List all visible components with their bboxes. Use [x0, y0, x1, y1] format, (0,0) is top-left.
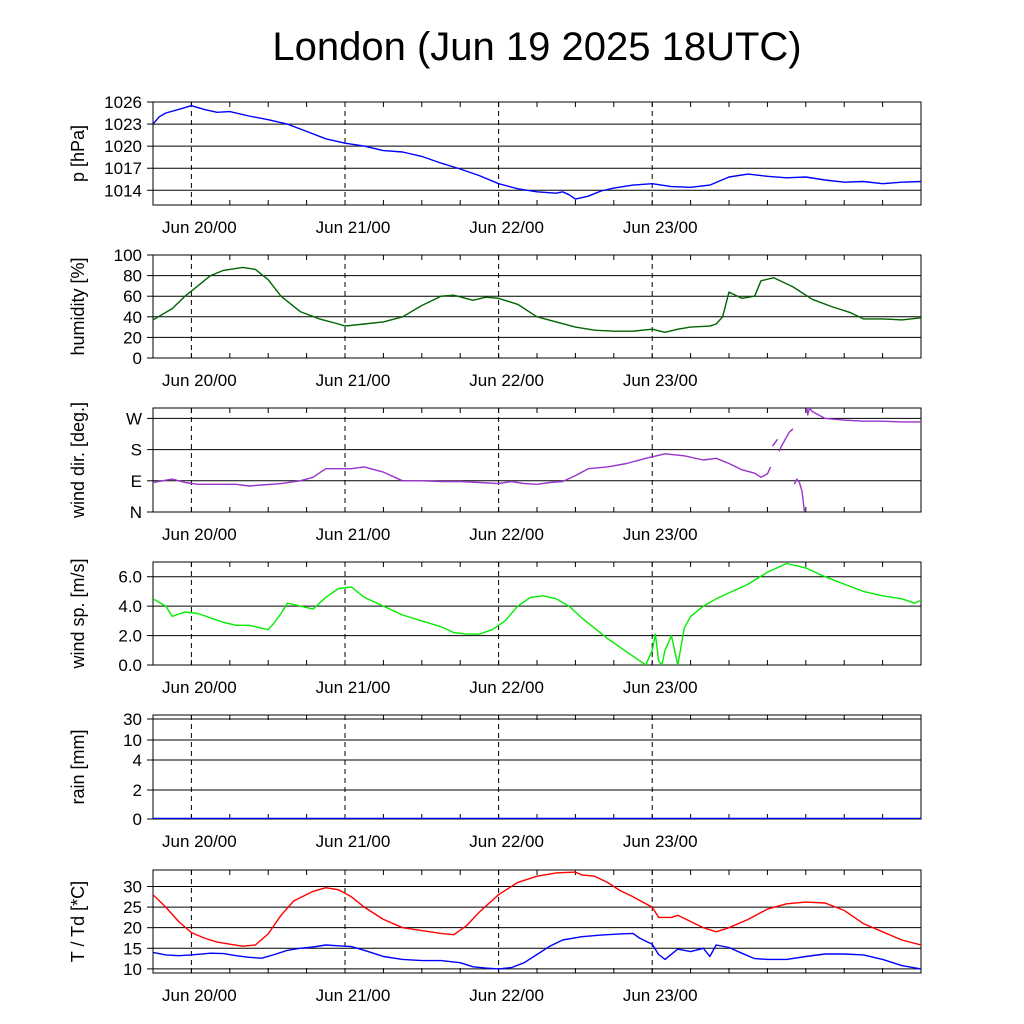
y-axis-label: wind dir. [deg.] [68, 402, 88, 519]
y-tick-label: 100 [114, 246, 142, 265]
series-line-0 [153, 453, 772, 487]
y-tick-label: 1017 [104, 159, 142, 178]
y-tick-label: W [126, 409, 142, 428]
y-tick-label: 4 [133, 751, 142, 770]
series-line-0 [771, 438, 779, 447]
y-tick-label: E [131, 472, 142, 491]
y-tick-label: 10 [123, 731, 142, 750]
x-date-label: Jun 21/00 [316, 525, 391, 544]
panel-3: 0.0 2.0 4.0 6.0 wind sp. [m/s] Jun 20/00 Jun 2… [68, 558, 922, 697]
y-tick-label: 0 [133, 349, 142, 368]
x-date-label: Jun 20/00 [162, 832, 237, 851]
y-axis-label: humidity [%] [68, 257, 88, 355]
y-axis-label: rain [mm] [68, 729, 88, 804]
y-tick-label: 60 [123, 287, 142, 306]
panel-frame [152, 869, 922, 974]
panel-0: 1014 1017 1020 1023 1026 p [hPa] Jun 20/00 Jun … [68, 93, 922, 237]
x-date-label: Jun 20/00 [162, 525, 237, 544]
series-line-0 [153, 871, 921, 947]
x-date-label: Jun 23/00 [623, 218, 698, 237]
x-date-label: Jun 21/00 [316, 678, 391, 697]
y-tick-label: 0 [133, 810, 142, 829]
x-date-label: Jun 21/00 [316, 986, 391, 1005]
y-tick-label: 10 [123, 960, 142, 979]
x-date-label: Jun 20/00 [162, 218, 237, 237]
x-date-label: Jun 22/00 [469, 525, 544, 544]
y-tick-label: 40 [123, 308, 142, 327]
x-date-label: Jun 23/00 [623, 371, 698, 390]
chart-title: London (Jun 19 2025 18UTC) [272, 25, 801, 69]
y-axis-label: wind sp. [m/s] [68, 558, 88, 669]
series-line-0 [153, 562, 921, 665]
y-tick-label: N [130, 503, 142, 522]
x-date-label: Jun 21/00 [316, 832, 391, 851]
y-tick-label: 4.0 [118, 597, 142, 616]
series-line-0 [806, 408, 921, 423]
panel-frame [152, 561, 922, 666]
y-tick-label: 2 [133, 781, 142, 800]
series-line-0 [153, 105, 921, 200]
x-date-label: Jun 20/00 [162, 986, 237, 1005]
y-axis-label: T / Td [*C] [68, 881, 88, 962]
y-tick-label: 80 [123, 267, 142, 286]
y-tick-label: 1023 [104, 115, 142, 134]
x-date-label: Jun 23/00 [623, 678, 698, 697]
y-tick-label: S [131, 441, 142, 460]
y-tick-label: 2.0 [118, 627, 142, 646]
panel-frame [152, 254, 922, 359]
x-date-label: Jun 22/00 [469, 678, 544, 697]
y-tick-label: 6.0 [118, 568, 142, 587]
x-date-label: Jun 20/00 [162, 678, 237, 697]
y-tick-label: 1026 [104, 93, 142, 112]
y-tick-label: 1014 [104, 181, 142, 200]
y-tick-label: 15 [123, 939, 142, 958]
y-tick-label: 20 [123, 328, 142, 347]
x-date-label: Jun 22/00 [469, 986, 544, 1005]
y-tick-label: 1020 [104, 137, 142, 156]
panel-frame [152, 407, 922, 513]
y-tick-label: 25 [123, 898, 142, 917]
y-tick-label: 20 [123, 919, 142, 938]
series-line-0 [153, 266, 921, 333]
series-line-1 [153, 932, 921, 970]
y-tick-label: 0.0 [118, 656, 142, 675]
x-date-label: Jun 23/00 [623, 986, 698, 1005]
series-line-0 [778, 428, 794, 452]
x-date-label: Jun 22/00 [469, 832, 544, 851]
y-tick-label: 30 [123, 877, 142, 896]
y-axis-label: p [hPa] [68, 125, 88, 182]
x-date-label: Jun 20/00 [162, 371, 237, 390]
panel-frame [152, 101, 922, 206]
x-date-label: Jun 21/00 [316, 218, 391, 237]
x-date-label: Jun 22/00 [469, 218, 544, 237]
x-date-label: Jun 22/00 [469, 371, 544, 390]
x-date-label: Jun 21/00 [316, 371, 391, 390]
x-date-label: Jun 23/00 [623, 832, 698, 851]
series-line-0 [793, 478, 806, 512]
panel-frame [152, 714, 922, 820]
x-date-label: Jun 23/00 [623, 525, 698, 544]
panel-4: 0 2 410 30 rain [mm] Jun 20/00 Jun 21/00 Jun 22… [68, 710, 922, 851]
y-tick-label: 30 [123, 710, 142, 729]
